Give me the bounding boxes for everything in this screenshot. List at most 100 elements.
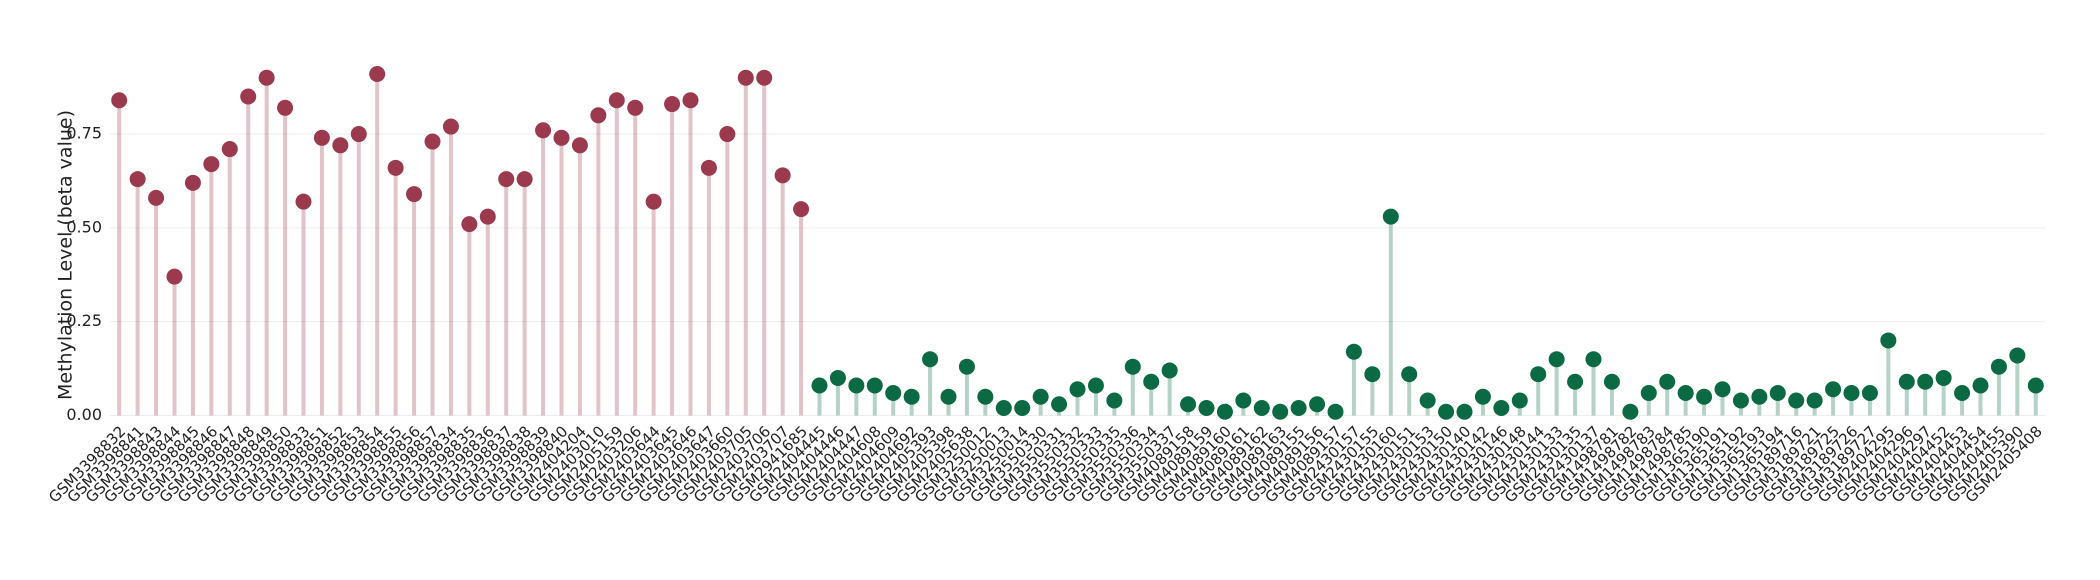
- y-tick-label: 0.00: [66, 405, 102, 424]
- dot: [1493, 399, 1510, 416]
- dot: [406, 186, 423, 203]
- dot: [922, 351, 939, 368]
- dot: [1419, 392, 1436, 409]
- dot: [1327, 403, 1344, 420]
- dot: [1898, 373, 1915, 390]
- dot: [332, 137, 349, 154]
- dot: [535, 122, 552, 139]
- dot: [1382, 208, 1399, 225]
- dot: [1677, 384, 1694, 401]
- dot: [1401, 366, 1418, 383]
- dot: [553, 129, 570, 146]
- dot: [1198, 399, 1215, 416]
- dot: [608, 92, 625, 109]
- dot: [277, 99, 294, 116]
- dot: [1253, 399, 1270, 416]
- dot: [369, 66, 386, 83]
- dot: [184, 174, 201, 191]
- y-tick-label: 0.25: [66, 311, 102, 330]
- dot: [1272, 403, 1289, 420]
- dot: [829, 369, 846, 386]
- dot: [1530, 366, 1547, 383]
- dot: [1364, 366, 1381, 383]
- dot: [1640, 384, 1657, 401]
- dot: [516, 171, 533, 188]
- dot: [1124, 358, 1141, 375]
- dot: [958, 358, 975, 375]
- dot: [350, 126, 367, 143]
- dot: [940, 388, 957, 405]
- dot: [1843, 384, 1860, 401]
- dot: [719, 126, 736, 143]
- dot: [1235, 392, 1252, 409]
- dot: [1732, 392, 1749, 409]
- dot: [1603, 373, 1620, 390]
- dot: [1861, 384, 1878, 401]
- dot: [756, 69, 773, 86]
- dot: [295, 193, 312, 210]
- dot: [1290, 399, 1307, 416]
- dot: [1585, 351, 1602, 368]
- dot: [2027, 377, 2044, 394]
- dot: [811, 377, 828, 394]
- dot: [977, 388, 994, 405]
- dot: [461, 216, 478, 233]
- dot: [1751, 388, 1768, 405]
- dot: [1880, 332, 1897, 349]
- dot: [1216, 403, 1233, 420]
- dot: [1548, 351, 1565, 368]
- dot: [1622, 403, 1639, 420]
- dot: [166, 268, 183, 285]
- y-tick-label: 0.75: [66, 124, 102, 143]
- dot: [627, 99, 644, 116]
- dot: [995, 399, 1012, 416]
- dot: [1567, 373, 1584, 390]
- dot: [498, 171, 515, 188]
- dot: [1696, 388, 1713, 405]
- dot: [2009, 347, 2026, 364]
- dot: [571, 137, 588, 154]
- dot: [1917, 373, 1934, 390]
- dot: [1051, 396, 1068, 413]
- dot: [1438, 403, 1455, 420]
- dot: [1714, 381, 1731, 398]
- dot: [793, 201, 810, 218]
- dot: [737, 69, 754, 86]
- dot: [1511, 392, 1528, 409]
- dot: [700, 159, 717, 176]
- dot: [129, 171, 146, 188]
- dot: [1972, 377, 1989, 394]
- dot: [903, 388, 920, 405]
- dot: [590, 107, 607, 124]
- dot: [1309, 396, 1326, 413]
- dot: [1806, 392, 1823, 409]
- dot: [148, 189, 165, 206]
- dot: [774, 167, 791, 184]
- dot: [645, 193, 662, 210]
- dot: [1106, 392, 1123, 409]
- dot: [1069, 381, 1086, 398]
- dot: [442, 118, 459, 135]
- dot: [682, 92, 699, 109]
- dot: [1180, 396, 1197, 413]
- dot: [258, 69, 275, 86]
- dot: [1345, 343, 1362, 360]
- dot: [1087, 377, 1104, 394]
- dot: [1474, 388, 1491, 405]
- dot: [387, 159, 404, 176]
- dot: [1954, 384, 1971, 401]
- dot: [203, 156, 220, 173]
- dot: [1935, 369, 1952, 386]
- dot: [424, 133, 441, 150]
- dot: [1825, 381, 1842, 398]
- dot: [1014, 399, 1031, 416]
- y-axis-label: Methylation Level (beta value): [55, 110, 77, 400]
- dot: [111, 92, 128, 109]
- dot: [1990, 358, 2007, 375]
- dot: [1769, 384, 1786, 401]
- dot: [1143, 373, 1160, 390]
- dot: [479, 208, 496, 225]
- dot: [240, 88, 257, 105]
- dot: [866, 377, 883, 394]
